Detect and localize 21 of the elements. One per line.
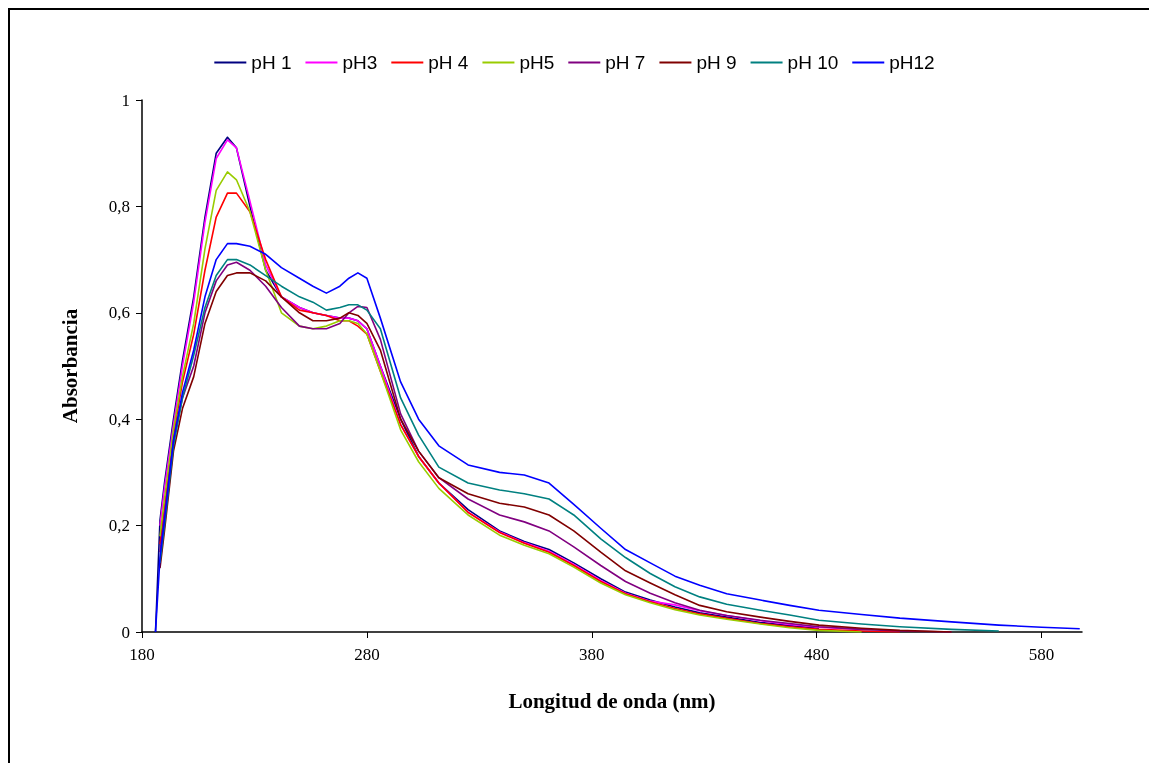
y-tick-label: 0,8 (108, 196, 130, 216)
x-tick-label: 280 (354, 645, 380, 664)
legend-label: pH5 (519, 52, 555, 73)
legend-label: pH3 (342, 52, 378, 73)
x-tick-label: 480 (803, 645, 830, 664)
y-axis-title: Absorbancia (57, 308, 82, 424)
x-tick-label: 580 (1028, 645, 1055, 664)
legend-label: pH 9 (696, 52, 737, 73)
legend-label: pH 10 (787, 52, 839, 73)
y-tick-label: 0,2 (108, 516, 130, 536)
legend-label: pH 7 (605, 52, 646, 73)
x-axis-title: Longitud de onda (nm) (508, 688, 716, 713)
y-tick-label: 0 (121, 622, 130, 642)
y-tick-label: 0,6 (108, 303, 130, 323)
legend-label: pH 4 (428, 52, 469, 73)
legend-label: pH 1 (251, 52, 292, 73)
x-tick-label: 380 (579, 645, 605, 664)
y-tick-label: 1 (121, 90, 130, 110)
x-tick-label: 180 (129, 645, 155, 664)
y-tick-label: 0,4 (108, 409, 131, 429)
legend-label: pH12 (889, 52, 935, 73)
